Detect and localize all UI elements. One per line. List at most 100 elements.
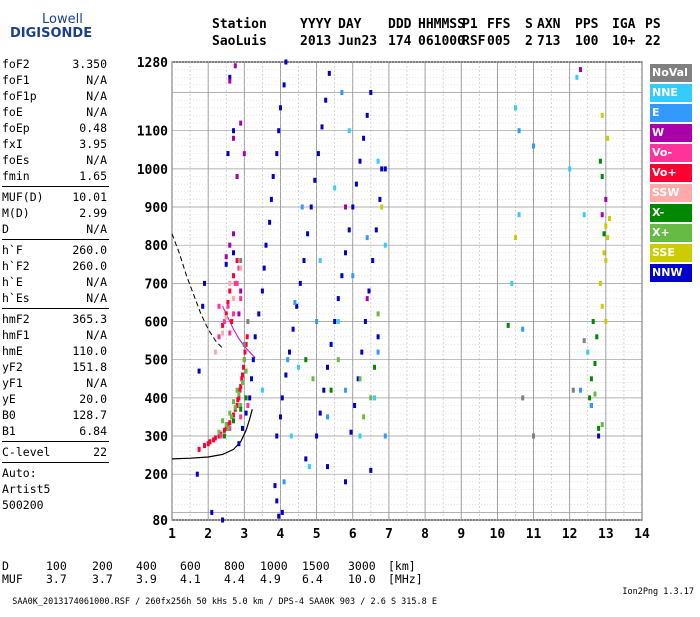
x-tick-label: 13 [598,527,614,542]
echo-point-nnw [369,90,373,95]
param-label: fmin [2,169,30,183]
muf-d-value: 200 [92,559,113,573]
echo-point-nnw [320,124,324,130]
echo-point-nnw [275,498,279,504]
header-values-4: 061000 [418,34,465,49]
parameter-panel: foF2 3.350 foF1 N/A foF1p N/A foE N/A foEp 0.48 fx… [2,56,109,513]
echo-point-nnw [264,242,268,248]
echo-point-x- [593,391,597,397]
echo-point-nnw [326,464,329,470]
param-label: Auto: [2,466,37,480]
echo-point-noval [571,387,575,393]
param-label: C-level [2,445,51,459]
param-label: hmF1 [2,328,30,342]
legend-item-e: E [650,104,692,122]
echo-point-x- [241,380,244,386]
echo-point-e [293,300,297,305]
param-row: yF2 151.8 [2,359,109,375]
echo-point-x- [369,395,373,401]
echo-point-vo- [222,319,226,324]
legend-item-ssw: SSW [650,184,692,202]
legend-item-sse: SSE [650,244,692,262]
echo-point-nnw [304,456,308,462]
echo-point-vo- [239,383,243,389]
y-tick-label: 400 [145,392,169,407]
echo-point-x- [362,414,366,420]
param-value: 22 [93,445,107,459]
param-label: foEp [2,121,30,135]
param-value: N/A [86,222,107,236]
echo-point-nnw [383,166,387,172]
y-tick-label: 1100 [137,125,168,140]
echo-point-noval [242,341,246,347]
dashed-curve [171,233,223,349]
param-value: N/A [86,291,107,305]
echo-point-vo- [197,446,201,452]
echo-point-nne [510,280,514,286]
legend-item-nne: NNE [650,84,692,102]
param-label: MUF(D) [2,190,44,204]
param-value: 2.99 [79,206,107,220]
echo-point-nnw [273,483,277,489]
echo-point-nne [260,387,264,393]
muf-d-value: 3000 [348,559,376,573]
echo-point-vo- [238,387,242,393]
echo-point-nne [575,74,579,80]
y-tick-label: 200 [145,468,169,483]
echo-point-e [532,143,535,149]
muf-value: 6.4 [302,572,323,586]
header-values-5: RSF [462,34,486,49]
echo-point-nne [517,212,521,218]
param-label: M(D) [2,206,30,220]
echo-point-nnw [279,414,282,420]
echo-point-nnw [228,74,232,80]
echo-point-vo- [219,433,223,439]
echo-point-nnw [232,128,235,134]
muf-d-value: 100 [46,559,67,573]
x-tick-label: 5 [313,527,321,542]
logo-line-1: Lowell [42,12,83,27]
echo-point-noval [532,433,535,439]
echo-point-nnw [374,227,378,233]
echo-point-ssw [239,265,243,271]
echo-point-vo- [239,296,243,302]
muf-value: [MHz] [388,572,423,586]
header-values-7: 2 [525,34,533,49]
echo-point-nnw [327,70,331,76]
echo-point-nnw [298,280,302,286]
header-labels-4: HHMMSS [418,17,465,32]
param-label: foF1 [2,73,30,87]
param-value: 128.7 [72,408,107,422]
x-tick-label: 9 [457,527,465,542]
polarization-legend: NoVal NNE E W Vo- Vo+ SSW X- X+ SSE NNW [650,64,692,284]
param-row: C-level 22 [2,444,109,460]
echo-point-nnw [344,250,347,256]
echo-point-e [517,128,521,134]
echo-point-vo- [246,403,250,408]
echo-point-nnw [378,196,382,202]
param-value: 365.3 [72,312,107,326]
echo-point-nne [568,166,572,172]
echo-point-w [242,151,246,157]
param-label: h`Es [2,291,30,305]
echo-point-e [315,319,319,324]
echo-point-x- [228,410,232,416]
echo-point-nne [383,242,387,248]
echo-point-vo- [230,319,234,324]
param-row: M(D) 2.99 [2,205,109,221]
echo-point-nnw [347,227,351,233]
echo-point-nnw [203,280,206,286]
param-label: hmE [2,344,23,358]
echo-point-nnw [333,319,337,324]
param-row: h`F2 260.0 [2,258,109,274]
echo-point-e [300,204,304,210]
echo-point-nnw [282,82,286,88]
echo-point-e [579,387,582,393]
echo-point-x- [376,311,380,317]
echo-point-x- [222,433,226,439]
echo-point-vo- [222,427,226,433]
echo-point-nne [289,433,293,439]
echo-point-w [224,254,228,260]
y-tick-label: 700 [145,277,169,292]
echo-point-vo- [217,334,221,340]
